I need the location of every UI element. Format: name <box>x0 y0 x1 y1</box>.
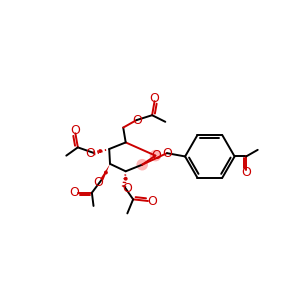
Text: O: O <box>147 194 157 208</box>
Text: O: O <box>122 182 132 195</box>
Circle shape <box>136 159 148 170</box>
Text: O: O <box>132 114 142 127</box>
Text: O: O <box>162 147 172 160</box>
Circle shape <box>150 150 161 161</box>
Circle shape <box>124 178 127 180</box>
Text: O: O <box>150 92 160 105</box>
Text: O: O <box>85 147 95 160</box>
Text: O: O <box>70 124 80 137</box>
Text: O: O <box>69 186 79 199</box>
Circle shape <box>105 171 107 174</box>
Polygon shape <box>100 164 110 180</box>
Text: O: O <box>241 167 251 179</box>
Text: O: O <box>151 149 161 162</box>
Circle shape <box>99 150 101 152</box>
Text: O: O <box>94 176 103 188</box>
